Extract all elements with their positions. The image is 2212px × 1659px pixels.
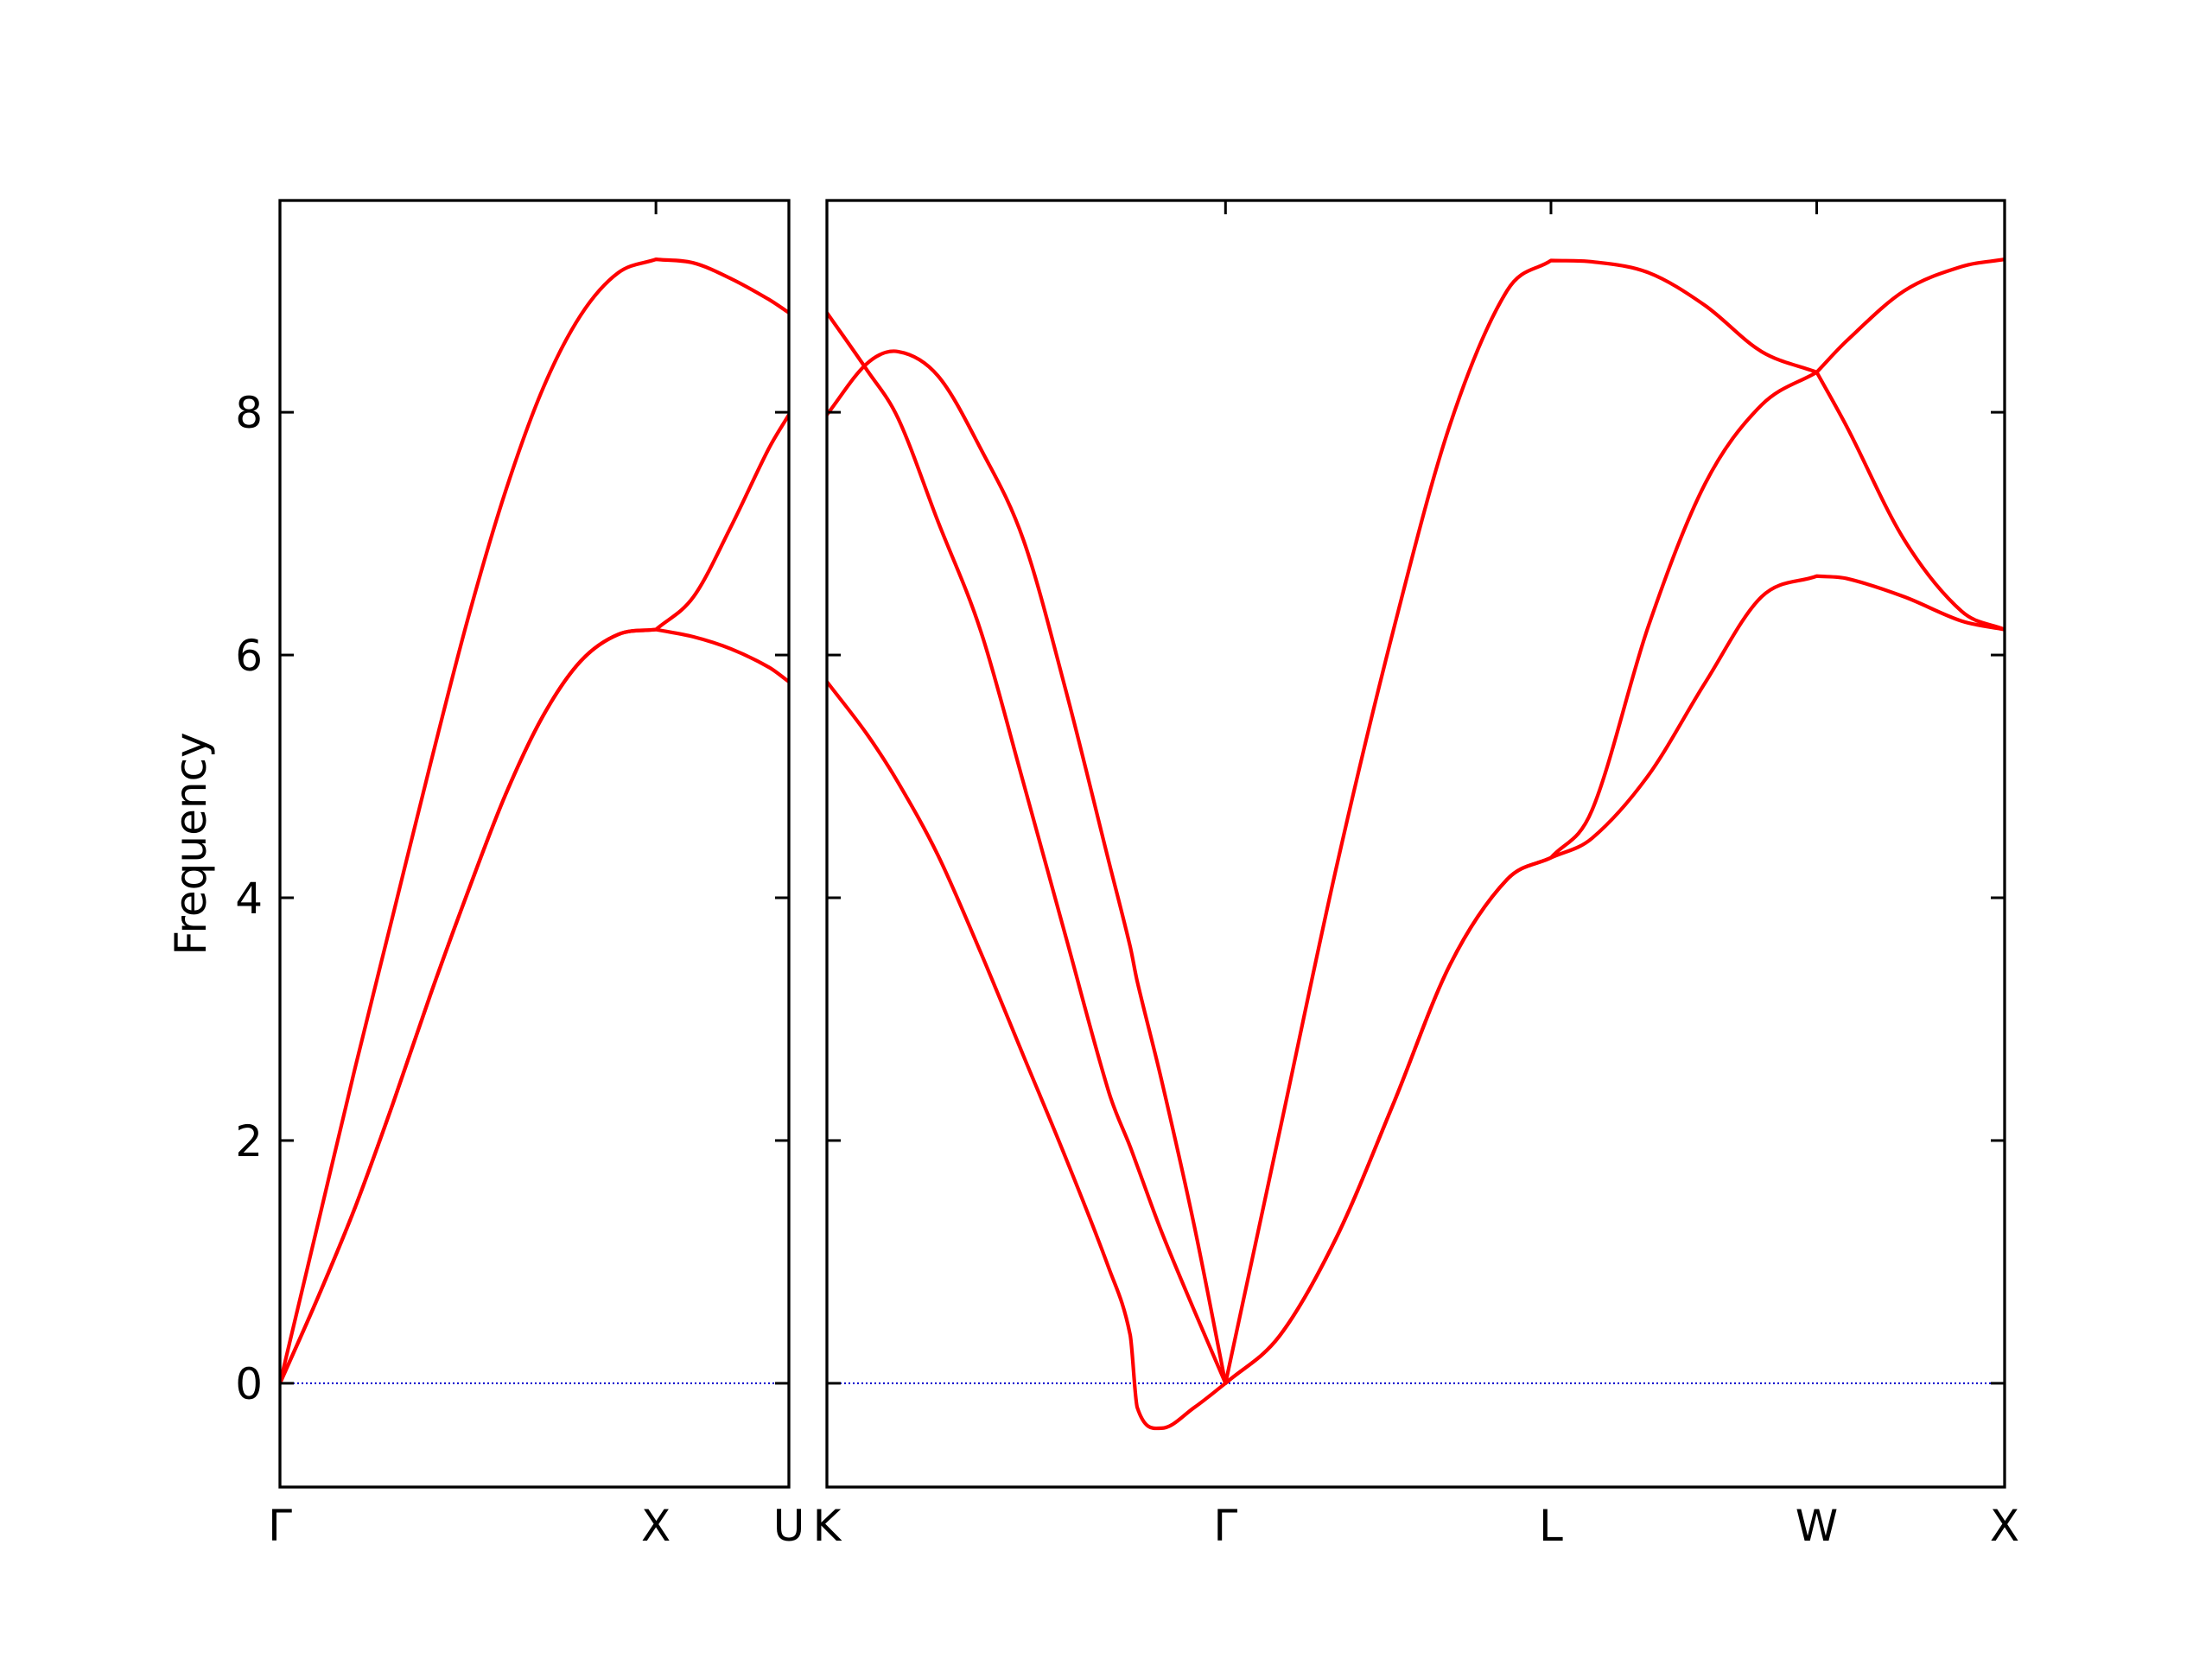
- x-tick-label: X: [1990, 1501, 2019, 1551]
- x-tick-label: L: [1539, 1501, 1563, 1551]
- plot-frame: [825, 199, 2006, 1489]
- y-tick-label: 6: [235, 631, 263, 681]
- y-axis-label: Frequency: [166, 732, 216, 955]
- x-tick-label: K: [813, 1501, 842, 1551]
- band-line: [827, 574, 2005, 1431]
- band-line: [280, 627, 789, 1384]
- band-line: [827, 257, 2005, 1385]
- band-line: [827, 349, 2005, 1385]
- plot-area: [827, 257, 2005, 1431]
- x-tick-label: W: [1796, 1501, 1838, 1551]
- band-line: [280, 413, 789, 1384]
- x-tick-label: U: [773, 1501, 805, 1551]
- y-tick-label: 0: [235, 1359, 263, 1409]
- x-tick-label: Γ: [268, 1501, 292, 1551]
- plot-frame: [278, 199, 791, 1489]
- y-tick-label: 8: [235, 388, 263, 438]
- plot-area: [280, 257, 789, 1384]
- y-tick-label: 2: [235, 1116, 263, 1166]
- x-tick-label: Γ: [1213, 1501, 1237, 1551]
- y-tick-label: 4: [235, 874, 263, 924]
- x-tick-label: X: [641, 1501, 671, 1551]
- band-line: [280, 257, 789, 1384]
